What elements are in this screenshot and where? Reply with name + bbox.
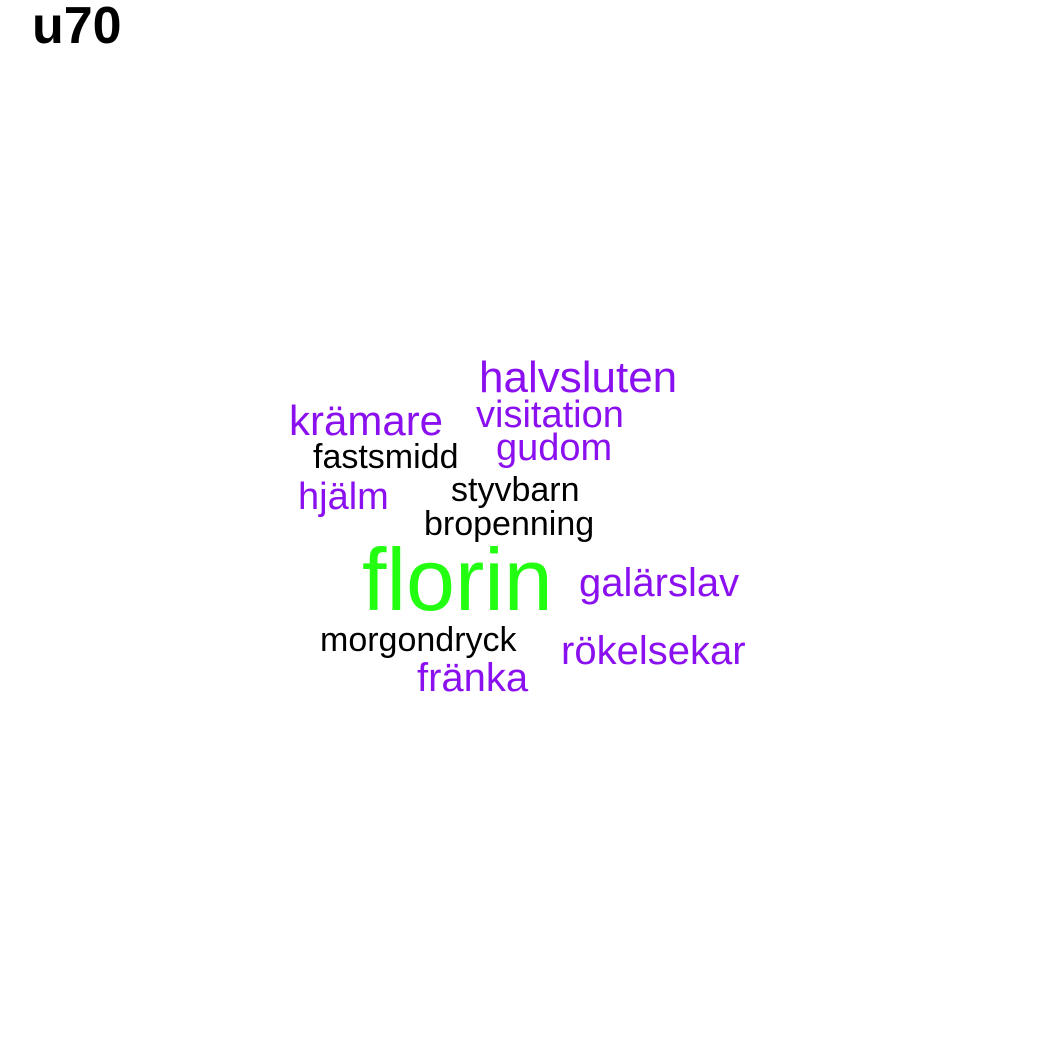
word-rokelsekar: rökelsekar bbox=[561, 628, 746, 673]
word-fastsmidd: fastsmidd bbox=[313, 437, 459, 476]
word-galarslav: galärslav bbox=[579, 560, 740, 605]
word-halvsluten: halvsluten bbox=[479, 353, 678, 403]
word-bropenning: bropenning bbox=[424, 504, 595, 543]
word-visitation: visitation bbox=[476, 394, 624, 437]
word-styvbarn: styvbarn bbox=[451, 470, 580, 509]
word-franka: fränka bbox=[417, 655, 529, 700]
word-hjalm: hjälm bbox=[298, 476, 389, 519]
word-gudom: gudom bbox=[496, 427, 613, 470]
word-florin: florin bbox=[362, 530, 553, 630]
word-morgondryck: morgondryck bbox=[320, 620, 517, 659]
page-title: u70 bbox=[32, 0, 122, 55]
word-kramare: krämare bbox=[289, 396, 444, 444]
